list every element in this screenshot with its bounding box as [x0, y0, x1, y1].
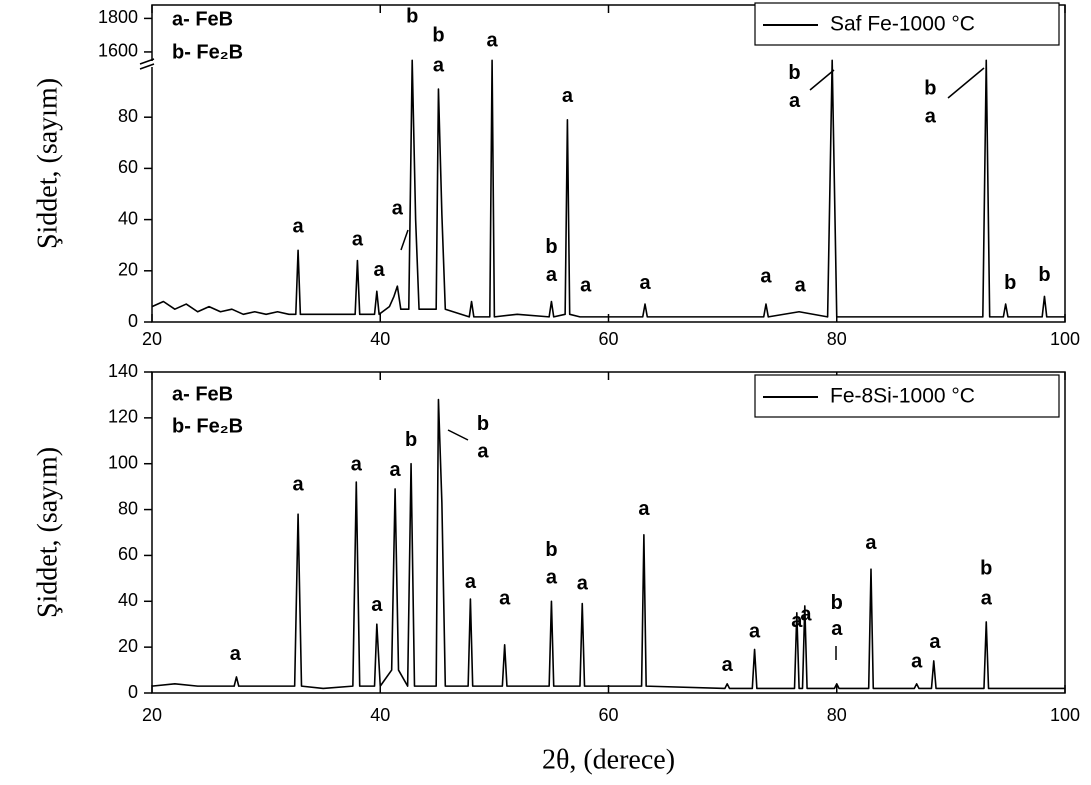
peak-label: a	[638, 498, 650, 520]
peak-label: a	[800, 603, 812, 625]
peak-label: a	[546, 264, 558, 286]
peak-label: b	[477, 413, 489, 435]
x-tick-label: 20	[142, 329, 162, 349]
y-tick-label: 20	[118, 636, 138, 656]
arrows	[400, 67, 985, 660]
peak-label: a	[865, 532, 877, 554]
peak-label: a	[390, 459, 402, 481]
y-axis-label: Şiddet, (sayım)	[32, 447, 63, 618]
y-tick-label: 80	[118, 498, 138, 518]
y-tick-label: 120	[108, 407, 138, 427]
xrd-pattern	[151, 398, 1065, 690]
x-axis-label: 2θ, (derece)	[542, 744, 675, 775]
peak-label: a	[925, 105, 937, 127]
peak-label: a	[580, 274, 592, 296]
peak-label: b	[406, 6, 418, 28]
peak-label: a	[749, 620, 761, 642]
peak-label: b	[1038, 264, 1050, 286]
peak-label: a	[352, 228, 364, 250]
peak-label: a	[499, 587, 511, 609]
xrd-pattern	[151, 59, 1065, 318]
peak-label: a	[789, 90, 801, 112]
peak-label: a	[230, 643, 242, 665]
peak-label: b	[405, 429, 417, 451]
peak-label: a	[639, 272, 651, 294]
x-tick-label: 60	[598, 329, 618, 349]
y-tick-label: 20	[118, 260, 138, 280]
y-tick-label: 40	[118, 590, 138, 610]
peak-label: a	[487, 29, 499, 51]
x-tick-label: 20	[142, 705, 162, 725]
peak-label: a	[293, 473, 305, 495]
y-axis-label: Şiddet, (sayım)	[32, 78, 63, 249]
axis-break	[139, 63, 155, 70]
peak-label: a	[371, 594, 383, 616]
x-tick-label: 80	[827, 705, 847, 725]
peak-label: a	[562, 85, 574, 107]
peak-label: b	[980, 557, 992, 579]
peak-label: a	[795, 274, 807, 296]
peak-label: a	[760, 265, 772, 287]
peak-label: a	[465, 571, 477, 593]
x-tick-label: 100	[1050, 705, 1080, 725]
y-tick-label: 1600	[98, 41, 138, 61]
x-tick-label: 60	[598, 705, 618, 725]
y-tick-label: 100	[108, 452, 138, 472]
y-tick-label: 1800	[98, 7, 138, 27]
legend-label: Saf Fe-1000 °C	[830, 13, 975, 36]
peak-label: a	[477, 441, 489, 463]
x-tick-label: 40	[370, 329, 390, 349]
peak-label: b	[1004, 272, 1016, 294]
x-tick-label: 80	[827, 329, 847, 349]
peak-label: a	[392, 198, 404, 220]
y-tick-label: 80	[118, 106, 138, 126]
y-tick-label: 40	[118, 208, 138, 228]
plot-frame	[151, 371, 1066, 694]
phase-key: a- FeB	[172, 383, 233, 405]
phase-key: b- Fe₂B	[172, 415, 243, 437]
plot-frame	[151, 4, 1066, 323]
y-tick-label: 60	[118, 544, 138, 564]
peak-label: b	[788, 62, 800, 84]
peak-label: b	[432, 24, 444, 46]
axis-break-gap	[140, 61, 154, 67]
peak-label: a	[351, 453, 363, 475]
peak-label: a	[722, 654, 734, 676]
y-tick-label: 140	[108, 361, 138, 381]
peak-label: a	[546, 567, 558, 589]
legend-label: Fe-8Si-1000 °C	[830, 385, 975, 408]
axis-break	[139, 58, 155, 65]
peak-label: a	[577, 572, 589, 594]
y-tick-label: 60	[118, 157, 138, 177]
peak-label: a	[911, 650, 923, 672]
peak-label: a	[433, 54, 445, 76]
peak-label: a	[981, 587, 993, 609]
x-tick-label: 100	[1050, 329, 1080, 349]
x-tick-label: 40	[370, 705, 390, 725]
arrow	[947, 67, 985, 99]
arrow	[809, 69, 835, 91]
peak-label: b	[924, 77, 936, 99]
phase-key: b- Fe₂B	[172, 41, 243, 63]
y-tick-label: 0	[128, 311, 138, 331]
peak-label: a	[374, 259, 386, 281]
phase-key: a- FeB	[172, 8, 233, 30]
arrow	[400, 229, 409, 251]
peak-label: a	[791, 610, 803, 632]
arrow	[447, 429, 469, 441]
peak-label: a	[831, 618, 843, 640]
peak-label: b	[545, 236, 557, 258]
peak-label: b	[545, 539, 557, 561]
peak-label: a	[293, 216, 305, 238]
peak-label: b	[831, 592, 843, 614]
y-tick-label: 0	[128, 682, 138, 702]
peak-label: a	[929, 631, 941, 653]
